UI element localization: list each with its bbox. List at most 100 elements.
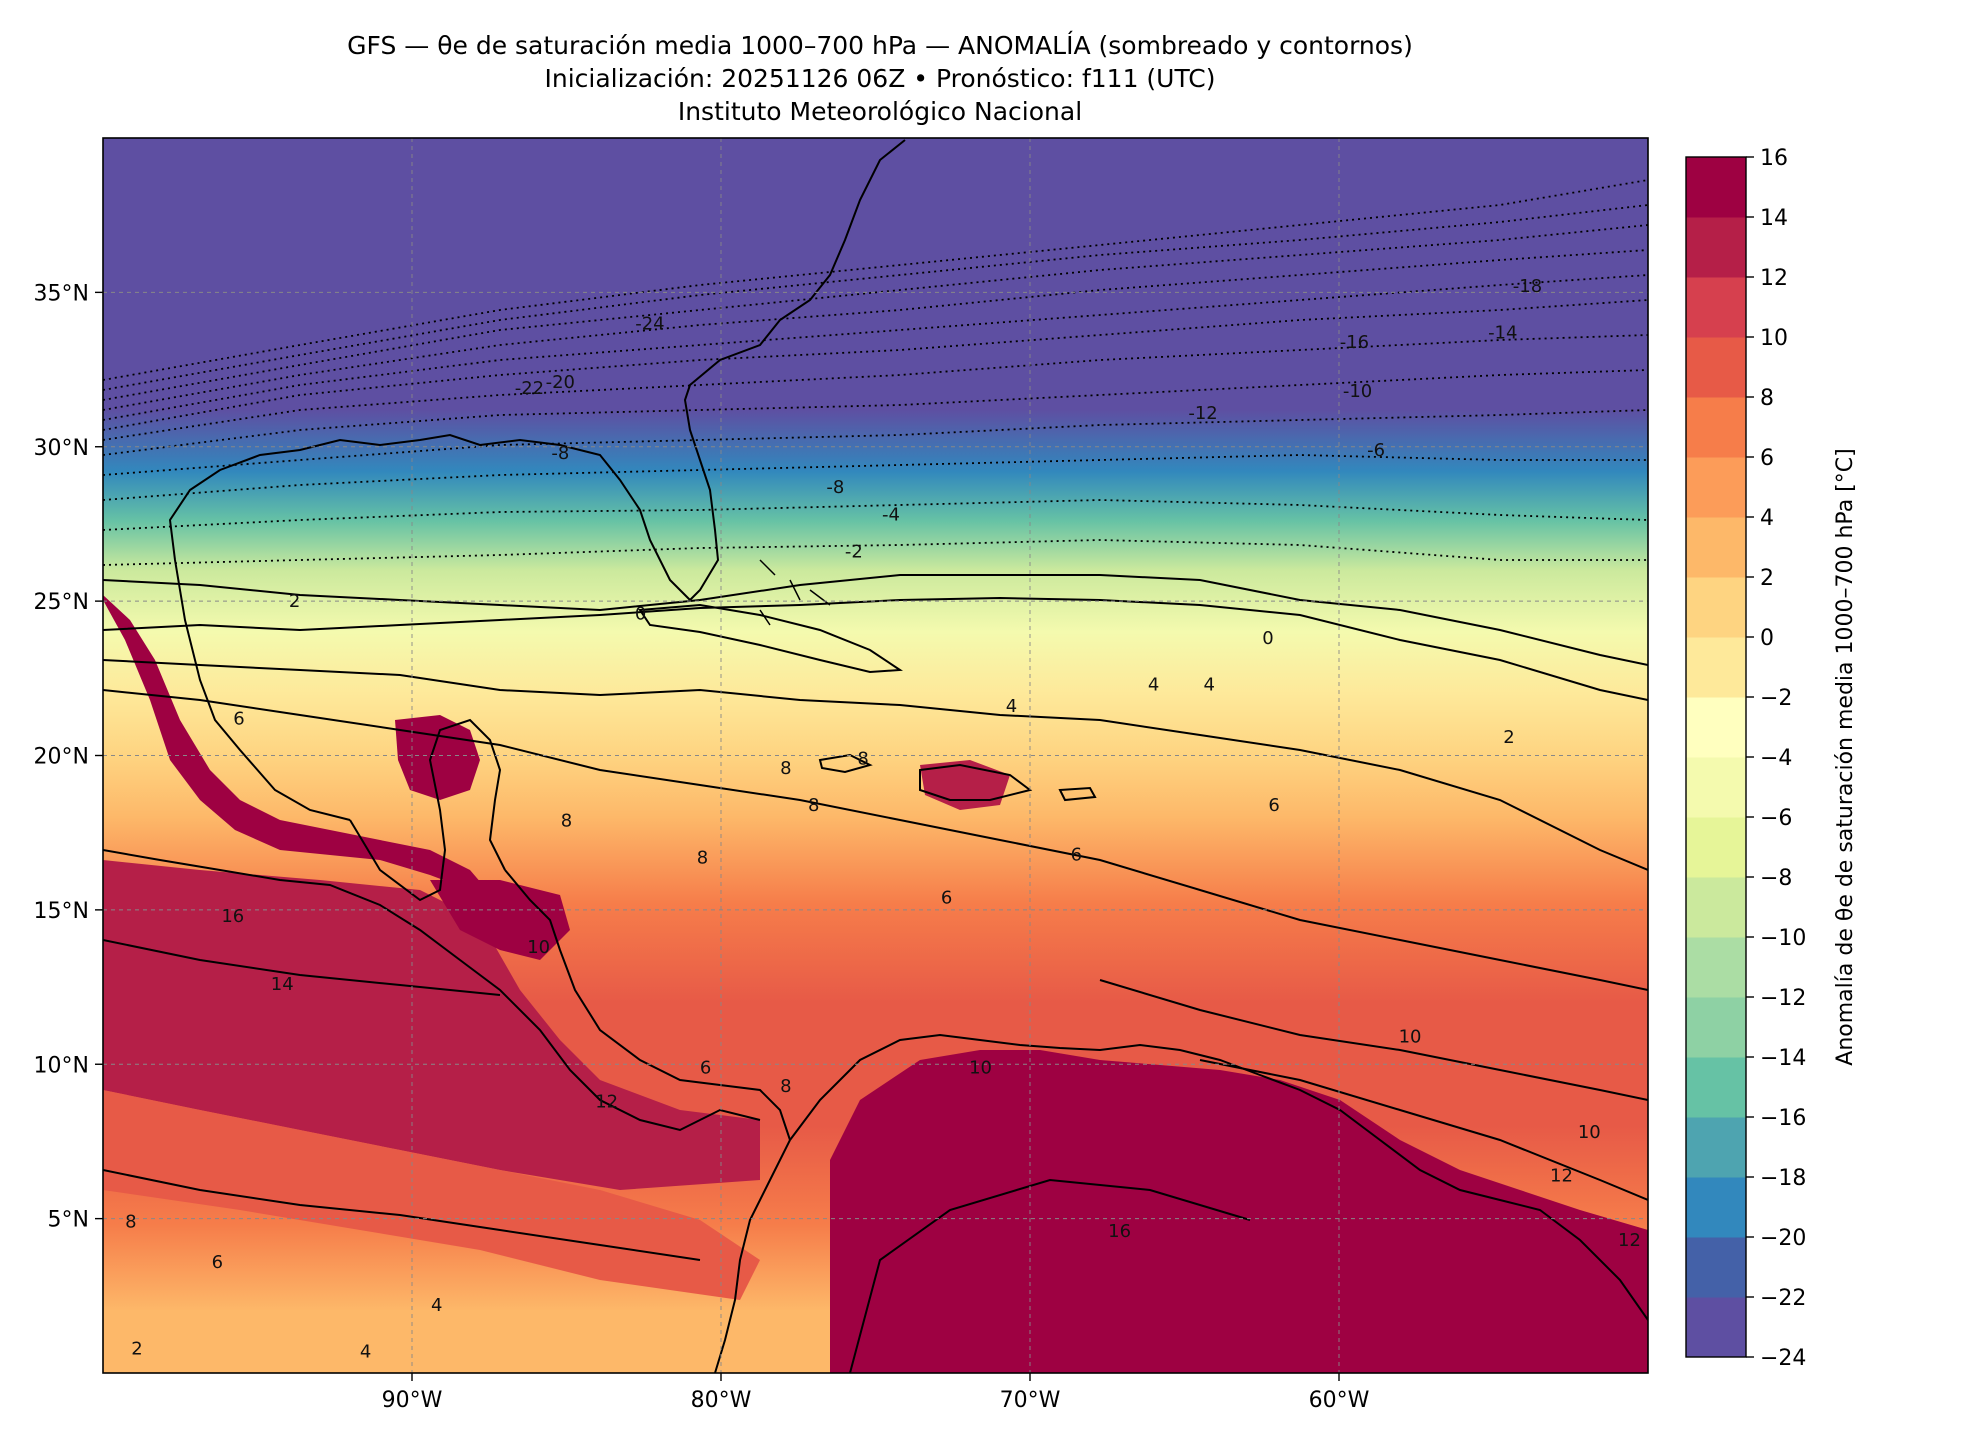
colorbar-tick-label: 12 (1760, 266, 1788, 291)
colorbar-tick-label: −8 (1760, 866, 1792, 891)
contour-6 (103, 689, 1648, 991)
contour-label: 2 (131, 1338, 142, 1359)
contour-8 (103, 1169, 701, 1261)
contour-14 (103, 939, 501, 996)
south-america-warm-zone (830, 1050, 1648, 1373)
contour-label: -12 (1188, 403, 1217, 424)
coastline-gulf (168, 433, 691, 821)
colorbar-segment (1686, 457, 1746, 518)
colorbar-segment (1686, 397, 1746, 458)
contour-4 (103, 659, 1648, 871)
contour-12 (1199, 1059, 1648, 1201)
contour-label: 8 (808, 795, 819, 816)
contour-label: 4 (1148, 674, 1159, 695)
coastline-central-america (504, 869, 791, 1141)
contour-label: 6 (233, 708, 244, 729)
contour-neg-22 (103, 204, 1648, 391)
contour-label: 10 (1399, 1026, 1422, 1047)
lat-tick-label: 5°N (48, 1208, 89, 1233)
colorbar-tick-label: 0 (1760, 626, 1774, 651)
contour-label: -2 (845, 542, 863, 563)
contour-10 (1099, 979, 1648, 1101)
contour-label: 4 (1203, 674, 1214, 695)
contour-label: 8 (780, 758, 791, 779)
colorbar-tick-label: 4 (1760, 506, 1774, 531)
contour-label: 16 (221, 906, 244, 927)
contour-label: 2 (289, 591, 300, 612)
gridlines (103, 138, 1648, 1373)
contour-0 (103, 596, 1648, 701)
contour-label: 8 (857, 749, 868, 770)
latitude-axis: 35°N 30°N 25°N 20°N 15°N 10°N 5°N (34, 281, 103, 1233)
contour-label: 8 (125, 1212, 136, 1233)
jamaica-outline (818, 753, 873, 774)
lat-tick-label: 25°N (34, 590, 89, 615)
hispaniola-outline (919, 763, 1033, 801)
colorbar-tick-label: 14 (1760, 206, 1788, 231)
contour-label: 6 (1071, 844, 1082, 865)
colorbar (1686, 157, 1746, 1358)
contour-label: -8 (826, 477, 844, 498)
contour-label: 8 (561, 810, 572, 831)
contour-label: 10 (969, 1057, 992, 1078)
cuba-outline (638, 603, 904, 674)
pacific-mid-band (103, 1090, 760, 1300)
colorbar-tick-label: −18 (1760, 1166, 1806, 1191)
contour-label: 0 (1262, 628, 1273, 649)
contour-label: 16 (1108, 1221, 1131, 1242)
colorbar-tick-label: −4 (1760, 746, 1792, 771)
colorbar-segment (1686, 277, 1746, 338)
contour-label: 2 (1503, 727, 1514, 748)
colorbar-tick-label: −22 (1760, 1286, 1806, 1311)
contour-label: -8 (551, 443, 569, 464)
title-line-3: Instituto Meteorológico Nacional (677, 97, 1083, 126)
contour-label: -22 (515, 378, 544, 399)
colorbar-tick-label: −16 (1760, 1106, 1806, 1131)
contour-label: 12 (1550, 1165, 1573, 1186)
colorbar-segment (1686, 157, 1746, 218)
contour-label: -10 (1343, 381, 1372, 402)
contour-label: 6 (941, 888, 952, 909)
contour-label: -4 (882, 505, 900, 526)
contour-2 (103, 574, 1648, 666)
colorbar-segment (1686, 517, 1746, 578)
colorbar-segment (1686, 1297, 1746, 1358)
title-line-1: GFS — θe de saturación media 1000–700 hP… (347, 31, 1413, 60)
colorbar-segment (1686, 337, 1746, 398)
colorbar-segment (1686, 637, 1746, 698)
colorbar-ticks: 16 14 12 10 8 6 4 2 0 −2 −4 −6 −8 −10 −12 −14 −16 −18 −20 −… (1746, 146, 1806, 1371)
colorbar-tick-label: −14 (1760, 1046, 1806, 1071)
puerto-rico-outline (1058, 786, 1097, 802)
contour-neg-8 (103, 409, 1648, 476)
contour-label: 6 (1268, 795, 1279, 816)
colorbar-segment (1686, 757, 1746, 818)
lat-tick-label: 35°N (34, 281, 89, 306)
coastline-east-usa (683, 139, 906, 601)
contour-label: 12 (595, 1091, 618, 1112)
colorbar-tick-label: 8 (1760, 386, 1774, 411)
colorbar-segment (1686, 697, 1746, 758)
contour-label: 14 (271, 974, 294, 995)
colorbar-segment (1686, 1117, 1746, 1178)
contours-negative (103, 179, 1648, 566)
contour-label: -18 (1513, 276, 1542, 297)
colorbar-segment (1686, 937, 1746, 998)
contour-label: 12 (1618, 1230, 1641, 1251)
contour-label: 6 (212, 1252, 223, 1273)
contour-neg-18 (103, 249, 1648, 411)
lon-tick-label: 90°W (382, 1388, 443, 1413)
lat-tick-label: 10°N (34, 1053, 89, 1078)
colorbar-segment (1686, 1057, 1746, 1118)
contour-label: 4 (360, 1341, 371, 1362)
colorbar-segment (1686, 877, 1746, 938)
contour-neg-20 (103, 224, 1648, 401)
longitude-axis: 90°W 80°W 70°W 60°W (382, 1373, 1370, 1413)
contour-label: 6 (700, 1057, 711, 1078)
colorbar-tick-label: 16 (1760, 146, 1788, 171)
colorbar-tick-label: 2 (1760, 566, 1774, 591)
colorbar-segment (1686, 217, 1746, 278)
title-line-2: Inicialización: 20251126 06Z • Pronóstic… (544, 64, 1216, 93)
eastern-pacific-warm-zone (103, 860, 760, 1190)
colorbar-tick-label: 10 (1760, 326, 1788, 351)
